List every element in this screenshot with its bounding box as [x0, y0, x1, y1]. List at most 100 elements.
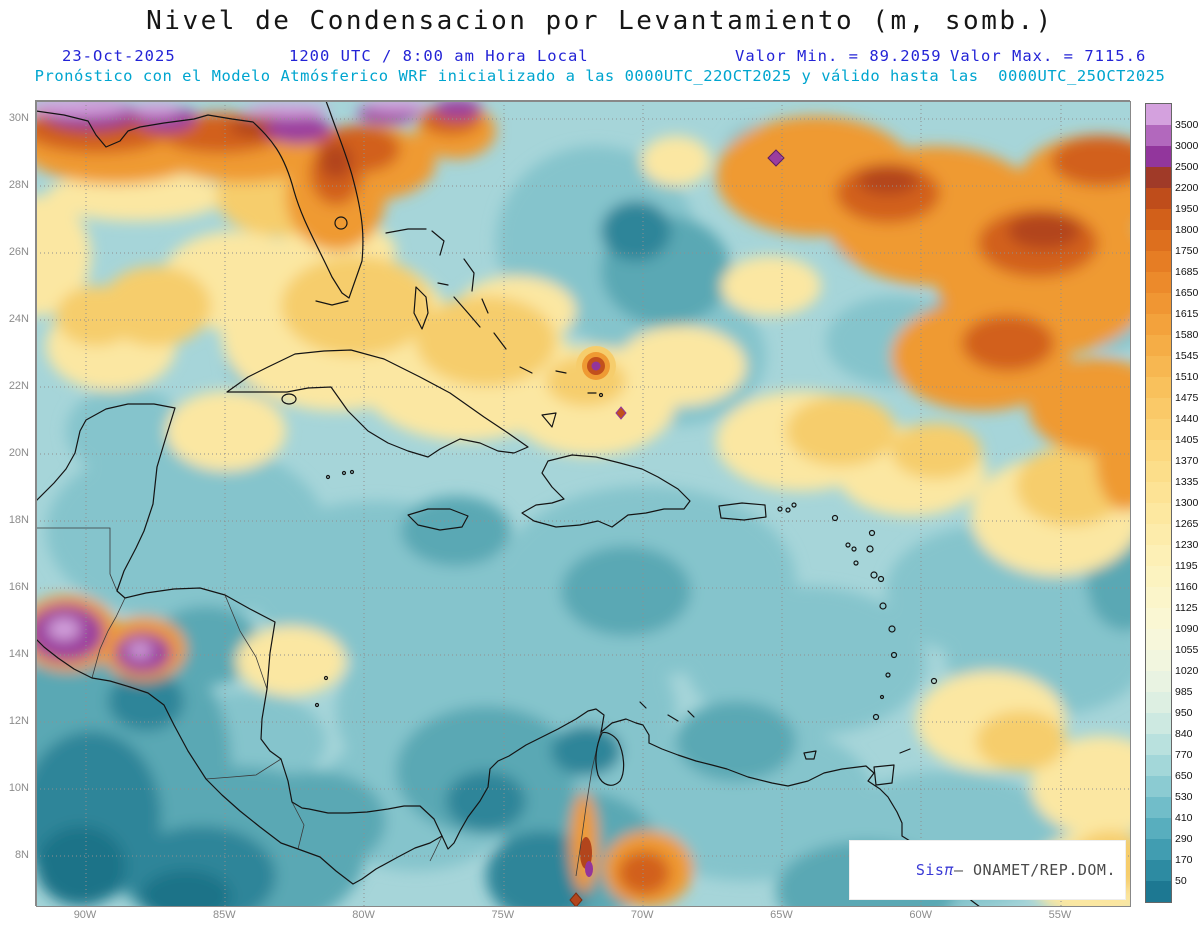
- coast-puerto-rico: [718, 502, 767, 521]
- colorbar-level-label: 1300: [1175, 497, 1199, 509]
- coast-trinidad: [873, 764, 895, 786]
- colorbar-level-label: 1370: [1175, 455, 1199, 467]
- colorbar-level-label: 1475: [1175, 392, 1199, 404]
- value-max-label: Valor Max. = 7115.6: [950, 47, 1147, 65]
- colorbar-swatch: [1146, 629, 1171, 650]
- colorbar-level-label: 1020: [1175, 665, 1199, 677]
- lon-tick-label: 60W: [909, 909, 933, 921]
- coast-central-america-caribbean: [36, 403, 443, 837]
- forecast-time: 1200 UTC / 8:00 am Hora Local: [289, 47, 589, 65]
- colorbar-swatch: [1146, 503, 1171, 524]
- colorbar-level-label: 1510: [1175, 371, 1199, 383]
- colorbar-swatch: [1146, 524, 1171, 545]
- colorbar-level-label: 1125: [1175, 602, 1198, 614]
- colorbar-level-label: 1265: [1175, 518, 1199, 530]
- lat-axis: 30N 28N 26N 24N 22N 20N 18N 16N 14N 12N 10N 8N: [0, 0, 31, 927]
- colorbar-level-label: 950: [1175, 707, 1193, 719]
- coast-us-florida: [36, 101, 364, 299]
- colorbar-level-label: 1440: [1175, 413, 1199, 425]
- colorbar-swatch: [1146, 230, 1171, 251]
- colorbar-swatch: [1146, 293, 1171, 314]
- lat-tick-label: 16N: [8, 581, 29, 593]
- map-canvas: Sisπ– ONAMET/REP.DOM.: [35, 100, 1131, 907]
- colorbar-swatch: [1146, 860, 1171, 881]
- colorbar-swatch: [1146, 188, 1171, 209]
- lon-tick-label: 70W: [630, 909, 654, 921]
- coast-central-america-pacific: [36, 638, 443, 885]
- colorbar-swatch: [1146, 671, 1171, 692]
- lat-tick-label: 12N: [8, 715, 29, 727]
- colorbar-swatch: [1146, 650, 1171, 671]
- coastlines: [36, 101, 981, 907]
- lat-tick-label: 10N: [8, 782, 29, 794]
- colorbar-swatch: [1146, 104, 1171, 125]
- colorbar-swatch: [1146, 356, 1171, 377]
- colorbar-swatch: [1146, 461, 1171, 482]
- watermark-badge: Sisπ– ONAMET/REP.DOM.: [848, 840, 1126, 900]
- lat-tick-label: 28N: [8, 179, 29, 191]
- lon-tick-label: 90W: [73, 909, 97, 921]
- lon-tick-label: 55W: [1048, 909, 1072, 921]
- colorbar-level-label: 1055: [1175, 644, 1199, 656]
- lat-tick-label: 22N: [8, 380, 29, 392]
- lon-tick-label: 80W: [352, 909, 375, 921]
- colorbar-level-label: 1650: [1175, 287, 1199, 299]
- colorbar-level-label: 1950: [1175, 203, 1199, 215]
- colorbar-swatch: [1146, 209, 1171, 230]
- lake-maracaibo: [595, 731, 625, 786]
- lon-tick-label: 75W: [491, 909, 515, 921]
- colorbar-level-label: 1800: [1175, 224, 1199, 236]
- map-svg: [36, 101, 1131, 907]
- colorbar-swatch: [1146, 734, 1171, 755]
- watermark-source: – ONAMET/REP.DOM.: [953, 861, 1116, 879]
- colorbar-swatch: [1146, 125, 1171, 146]
- colorbar-swatch: [1146, 167, 1171, 188]
- lon-tick-label: 85W: [212, 909, 236, 921]
- lat-tick-label: 26N: [8, 246, 29, 258]
- country-borders: [36, 527, 602, 877]
- colorbar-level-label: 530: [1175, 791, 1193, 803]
- colorbar-swatch: [1146, 692, 1171, 713]
- colorbar-level-label: 1230: [1175, 539, 1199, 551]
- colorbar-swatch: [1146, 713, 1171, 734]
- red-diamond-marker: [615, 406, 627, 420]
- colorbar-level-label: 170: [1175, 854, 1193, 866]
- colorbar-swatch: [1146, 776, 1171, 797]
- lat-tick-label: 20N: [8, 447, 29, 459]
- lat-tick-label: 18N: [8, 514, 29, 526]
- colorbar-swatch: [1146, 587, 1171, 608]
- colorbar-level-label: 1090: [1175, 623, 1199, 635]
- colorbar-swatch: [1146, 881, 1171, 902]
- forecast-date: 23-Oct-2025: [62, 47, 176, 65]
- lon-axis: 90W 85W 80W 75W 70W 65W 60W 55W: [0, 907, 1200, 925]
- bottom-diamond-marker: [569, 892, 583, 907]
- watermark-pi-icon: π: [944, 861, 954, 879]
- lat-tick-label: 14N: [8, 648, 29, 660]
- watermark-sis: Sis: [915, 861, 945, 879]
- colorbar-level-label: 2200: [1175, 182, 1199, 194]
- lat-tick-label: 8N: [14, 849, 29, 861]
- colorbar-level-label: 1580: [1175, 329, 1199, 341]
- colorbar-swatch: [1146, 440, 1171, 461]
- colorbar-swatches: [1145, 103, 1172, 903]
- colorbar-swatch: [1146, 818, 1171, 839]
- colorbar-swatch: [1146, 419, 1171, 440]
- colorbar-level-label: 840: [1175, 728, 1193, 740]
- colorbar-level-label: 2500: [1175, 161, 1199, 173]
- colorbar-level-label: 1615: [1175, 308, 1199, 320]
- colorbar-level-label: 290: [1175, 833, 1193, 845]
- coast-south-america: [441, 708, 981, 907]
- lat-tick-label: 30N: [8, 112, 29, 124]
- coast-jamaica: [407, 508, 469, 531]
- colorbar-swatch: [1146, 272, 1171, 293]
- colorbar-swatch: [1146, 839, 1171, 860]
- colorbar-swatch: [1146, 797, 1171, 818]
- grid-lines: [36, 101, 1131, 907]
- colorbar-level-label: 1545: [1175, 350, 1199, 362]
- colorbar-swatch: [1146, 608, 1171, 629]
- value-min-label: Valor Min. = 89.2059: [735, 47, 942, 65]
- colorbar-swatch: [1146, 314, 1171, 335]
- colorbar-swatch: [1146, 251, 1171, 272]
- colorbar-swatch: [1146, 482, 1171, 503]
